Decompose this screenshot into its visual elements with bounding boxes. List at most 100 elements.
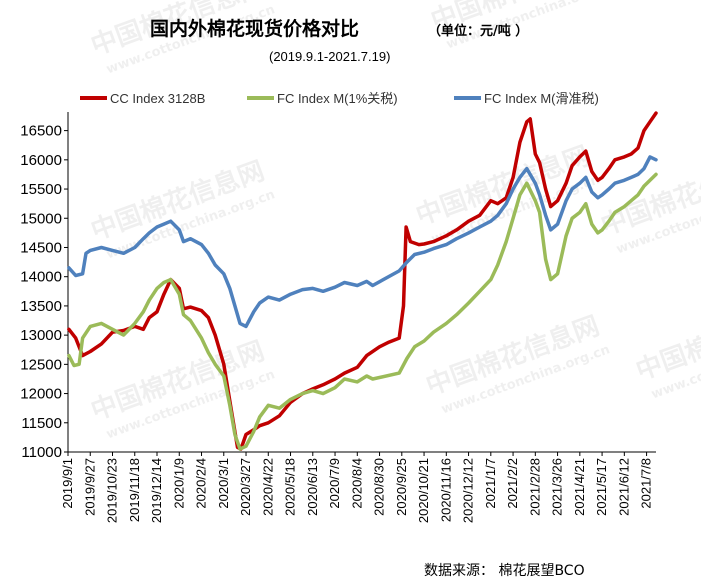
legend-label: CC Index 3128B xyxy=(110,91,205,106)
data-point xyxy=(655,112,657,114)
data-point xyxy=(623,179,626,182)
data-point xyxy=(643,129,645,132)
data-point xyxy=(512,217,514,220)
y-tick-label: 15000 xyxy=(20,210,62,227)
data-point xyxy=(597,179,599,182)
data-point xyxy=(68,354,70,357)
data-point xyxy=(356,366,359,369)
data-point xyxy=(467,232,470,234)
y-tick-label: 15500 xyxy=(20,181,62,198)
y-tick-label: 16000 xyxy=(20,152,62,169)
x-tick-label: 2019/10/23 xyxy=(105,458,120,523)
data-point xyxy=(655,159,657,161)
x-tick-label: 2020/1/9 xyxy=(171,458,186,509)
data-point xyxy=(258,302,261,304)
data-point xyxy=(649,121,651,123)
data-point xyxy=(169,220,172,222)
data-point xyxy=(343,372,346,374)
data-point xyxy=(163,223,165,225)
data-point xyxy=(245,445,247,448)
data-point xyxy=(89,350,92,353)
data-point xyxy=(556,223,559,225)
data-point xyxy=(538,161,541,164)
data-point xyxy=(78,363,80,366)
data-point xyxy=(406,261,408,263)
data-point xyxy=(122,252,125,255)
data-point xyxy=(178,287,181,290)
data-point xyxy=(142,328,145,331)
data-point xyxy=(512,188,514,190)
data-point xyxy=(490,278,492,281)
data-point xyxy=(142,237,145,240)
data-point xyxy=(423,243,425,245)
data-point xyxy=(445,235,448,237)
data-point xyxy=(614,159,616,161)
data-point xyxy=(343,378,346,380)
data-point xyxy=(189,319,192,322)
data-point xyxy=(74,274,77,277)
data-point xyxy=(334,378,336,380)
data-point xyxy=(81,354,84,357)
data-point xyxy=(529,118,531,120)
data-point xyxy=(200,309,203,312)
data-point xyxy=(100,322,103,325)
data-point xyxy=(100,343,103,345)
chart-title: 国内外棉花现货价格对比 xyxy=(150,17,359,40)
data-point xyxy=(89,325,92,328)
data-point xyxy=(356,284,359,287)
data-point xyxy=(200,337,203,339)
x-tick-label: 2021/3/26 xyxy=(550,458,565,516)
data-point xyxy=(630,176,632,179)
data-point xyxy=(455,237,458,240)
data-point xyxy=(234,305,236,307)
data-point xyxy=(556,273,559,275)
data-point xyxy=(409,240,412,243)
legend-item: FC Index M(滑准税) xyxy=(454,91,599,106)
data-point xyxy=(207,252,210,255)
data-point xyxy=(505,197,508,199)
data-point xyxy=(301,288,304,291)
y-tick-label: 11500 xyxy=(21,415,62,432)
data-point xyxy=(278,299,281,301)
x-tick-label: 2021/2/2 xyxy=(505,458,520,509)
data-point xyxy=(122,329,125,332)
data-point xyxy=(591,170,593,173)
data-point xyxy=(169,278,172,281)
data-point xyxy=(398,337,401,339)
data-point xyxy=(406,357,408,360)
series-points xyxy=(68,173,657,450)
data-point xyxy=(413,253,416,256)
x-tick-label: 2020/5/18 xyxy=(283,458,298,516)
data-point xyxy=(649,156,651,158)
data-point xyxy=(81,337,84,339)
x-tick-label: 2020/2/4 xyxy=(194,458,209,509)
data-point xyxy=(214,334,216,336)
x-tick-label: 2020/11/16 xyxy=(438,458,453,522)
data-point xyxy=(156,311,158,313)
data-point xyxy=(163,293,165,296)
data-point xyxy=(579,211,581,214)
data-point xyxy=(565,235,567,237)
data-point xyxy=(423,251,425,253)
data-point xyxy=(148,232,151,234)
x-tick-label: 2020/12/12 xyxy=(461,458,476,523)
axes: 11000 11500 12000 12500 13000 13500 14000 14500… xyxy=(20,112,656,523)
data-point xyxy=(267,404,270,407)
data-point xyxy=(579,182,581,184)
data-point xyxy=(85,252,87,255)
data-point xyxy=(490,220,492,222)
data-point xyxy=(223,375,225,377)
data-point xyxy=(258,424,261,427)
data-point xyxy=(614,211,616,214)
data-point xyxy=(73,364,75,367)
x-tick-label: 2019/9/1 xyxy=(60,458,75,509)
data-point xyxy=(478,226,481,228)
data-point xyxy=(585,176,587,179)
data-point xyxy=(365,280,368,283)
data-point xyxy=(597,232,599,234)
legend: CC Index 3128B FC Index M(1%关税) FC Index M… xyxy=(80,91,599,106)
data-point xyxy=(258,416,261,418)
data-point xyxy=(278,415,281,417)
